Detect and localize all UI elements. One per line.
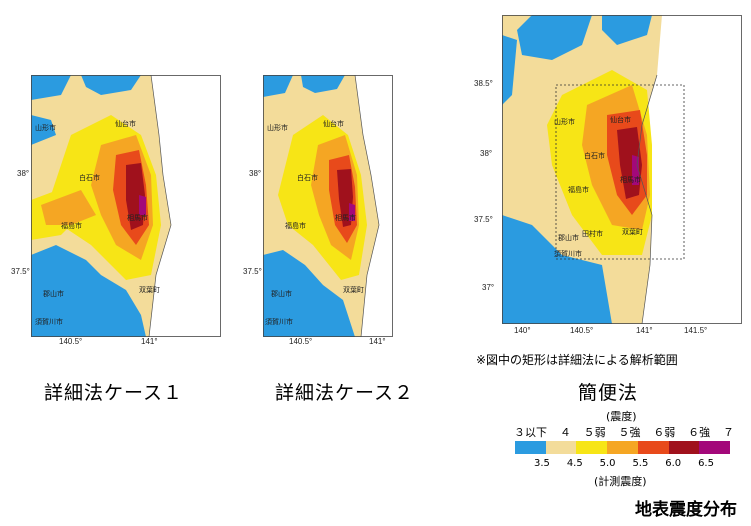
- city-label: 福島市: [285, 223, 306, 230]
- city-label: 白石市: [297, 175, 318, 182]
- map-simplified: 38.5° 38° 37.5° 37° 140° 140.5° 141° 141…: [474, 15, 742, 335]
- city-label: 須賀川市: [35, 319, 63, 326]
- intensity-label: ３以下: [514, 426, 547, 439]
- city-label: 白石市: [79, 175, 100, 182]
- city-label: 須賀川市: [554, 251, 582, 258]
- city-label: 山形市: [35, 125, 56, 132]
- analysis-range-note: ※図中の矩形は詳細法による解析範囲: [476, 353, 678, 367]
- intensity-labels: ３以下 ４ ５弱 ５強 ６弱 ６強 ７: [514, 424, 734, 440]
- legend-swatch: [515, 441, 546, 454]
- caption-simplified: 簡便法: [578, 382, 639, 404]
- city-label: 双葉町: [139, 287, 160, 294]
- caption-case-1: 詳細法ケース１: [44, 382, 184, 404]
- lon-tick: 141°: [369, 337, 386, 346]
- city-label: 福島市: [568, 187, 589, 194]
- lon-tick: 141°: [141, 337, 158, 346]
- city-label: 相馬市: [335, 215, 356, 222]
- map-case-2: 38° 37.5° 140.5° 141° 山形市 仙台市 白石市 福島市 相馬…: [243, 75, 393, 346]
- intensity-label: ４: [559, 426, 571, 439]
- value-label: 3.5: [534, 458, 550, 469]
- lat-tick: 38°: [17, 169, 30, 178]
- lon-tick: 140.5°: [570, 326, 594, 335]
- city-label: 郡山市: [271, 291, 292, 298]
- intensity-label: ６弱: [653, 426, 676, 439]
- lat-tick: 37.5°: [243, 267, 262, 276]
- city-label: 郡山市: [558, 235, 579, 242]
- lat-tick: 38°: [249, 169, 262, 178]
- lon-tick: 141.5°: [684, 326, 708, 335]
- figure-title: 地表震度分布: [635, 500, 737, 520]
- analysis-range-rect: [555, 84, 685, 260]
- lon-tick: 140.5°: [289, 337, 313, 346]
- legend-swatch: [576, 441, 608, 454]
- map-case-1: 38° 37.5° 140.5° 141° 山形市 仙台市 白石市 福島市 相馬…: [11, 75, 221, 346]
- value-label: 6.5: [698, 458, 714, 469]
- legend-swatch: [637, 441, 669, 454]
- intensity-map-simplified: [502, 15, 742, 324]
- legend-swatch: [607, 441, 638, 454]
- city-label: 相馬市: [127, 215, 148, 222]
- caption-case-2: 詳細法ケース２: [275, 382, 415, 404]
- city-label: 相馬市: [620, 177, 641, 184]
- value-labels: 3.5 4.5 5.0 5.5 6.0 6.5: [534, 458, 714, 469]
- city-label: 白石市: [584, 153, 605, 160]
- value-label: 6.0: [665, 458, 682, 469]
- intensity-label: ７: [722, 426, 734, 439]
- intensity-label: ５弱: [583, 426, 606, 439]
- lon-tick: 141°: [636, 326, 653, 335]
- legend-bottom-title: (計測震度): [594, 475, 647, 488]
- lon-tick: 140°: [514, 326, 531, 335]
- intensity-map-case-2: [263, 75, 393, 337]
- value-label: 5.5: [632, 458, 649, 469]
- lat-tick: 37°: [482, 283, 495, 292]
- city-label: 仙台市: [610, 117, 631, 124]
- value-label: 5.0: [599, 458, 616, 469]
- lon-tick: 140.5°: [59, 337, 83, 346]
- city-label: 福島市: [61, 223, 82, 230]
- city-label: 山形市: [267, 125, 288, 132]
- city-label: 須賀川市: [265, 319, 293, 326]
- lat-tick: 38°: [480, 149, 493, 158]
- city-label: 山形市: [554, 119, 575, 126]
- city-label: 郡山市: [43, 291, 64, 298]
- city-label: 双葉町: [343, 287, 364, 294]
- city-label: 田村市: [582, 231, 603, 238]
- lat-tick: 38.5°: [474, 79, 493, 88]
- intensity-map-case-1: [31, 75, 221, 337]
- legend-swatch: [545, 441, 577, 454]
- legend-swatch: [699, 441, 731, 454]
- intensity-label: ６強: [688, 426, 711, 439]
- city-label: 双葉町: [622, 229, 643, 236]
- legend-color-bar: [515, 441, 731, 454]
- legend-top-title: (震度): [606, 410, 637, 423]
- value-label: 4.5: [566, 458, 583, 469]
- lat-tick: 37.5°: [11, 267, 30, 276]
- city-label: 仙台市: [323, 121, 344, 128]
- legend-swatch: [668, 441, 700, 454]
- city-label: 仙台市: [115, 121, 136, 128]
- lat-tick: 37.5°: [474, 215, 493, 224]
- intensity-label: ５強: [618, 426, 641, 439]
